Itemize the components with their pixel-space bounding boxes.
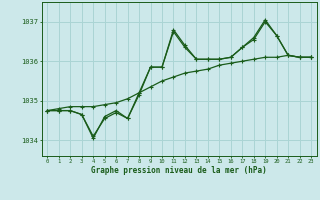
X-axis label: Graphe pression niveau de la mer (hPa): Graphe pression niveau de la mer (hPa) [91, 166, 267, 175]
